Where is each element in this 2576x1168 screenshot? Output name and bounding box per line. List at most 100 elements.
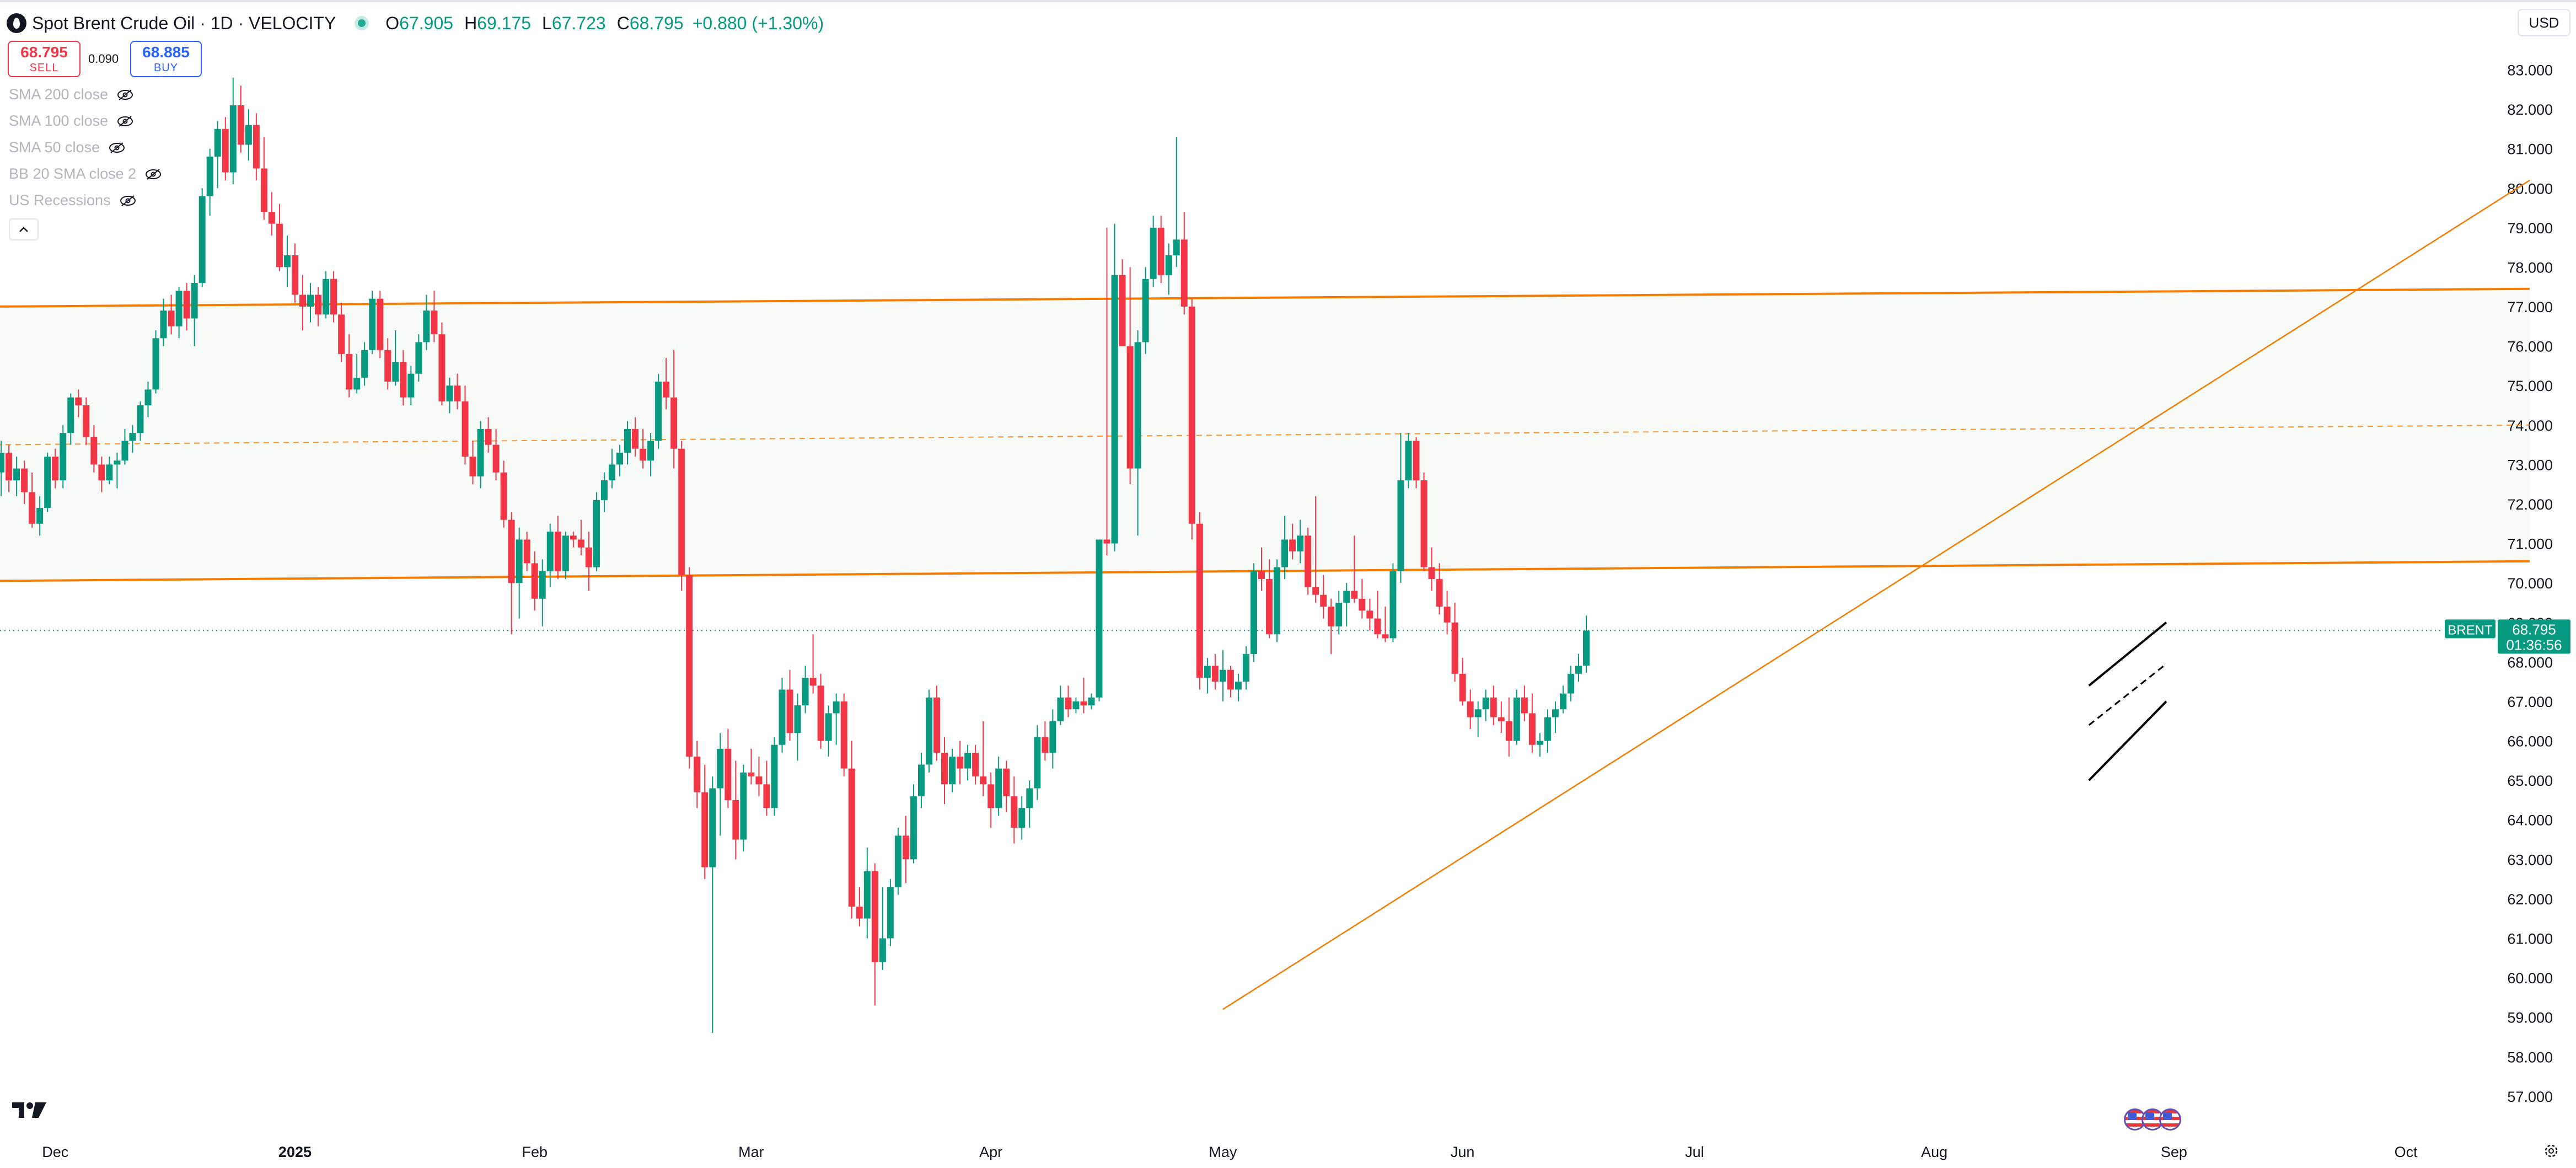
candle-body bbox=[407, 373, 415, 398]
candle-body bbox=[338, 314, 345, 354]
buy-button[interactable]: 68.885 BUY bbox=[130, 41, 202, 77]
candle-body bbox=[1474, 709, 1482, 717]
us-flag-icon[interactable] bbox=[2159, 1108, 2181, 1131]
time-tick-label: Jun bbox=[1451, 1144, 1475, 1160]
candle-body bbox=[469, 457, 476, 476]
price-tick-label: 71.000 bbox=[2507, 536, 2553, 553]
candles bbox=[0, 77, 1590, 1033]
candle-body bbox=[871, 871, 878, 962]
candle-body bbox=[446, 385, 453, 401]
time-tick-label: Aug bbox=[1921, 1144, 1947, 1160]
candle-body bbox=[964, 753, 972, 769]
candle-body bbox=[129, 433, 136, 441]
indicator-sma-100[interactable]: SMA 100 close bbox=[9, 112, 133, 130]
candle-body bbox=[13, 468, 20, 481]
candle-body bbox=[90, 437, 98, 465]
candle-body bbox=[121, 441, 128, 461]
close-value: 68.795 bbox=[629, 13, 684, 33]
hidden-eye-icon[interactable] bbox=[109, 142, 125, 154]
indicator-label: SMA 100 close bbox=[9, 112, 109, 129]
price-axis: 83.000 82.000 81.000 80.000 79.000 78.000 77.0… bbox=[2507, 62, 2553, 1105]
currency-selector[interactable]: USD bbox=[2518, 9, 2570, 36]
candle-body bbox=[1405, 441, 1412, 481]
drawings bbox=[0, 179, 2530, 1010]
candle-body bbox=[1018, 808, 1026, 828]
candle-body bbox=[75, 397, 82, 405]
candle-body bbox=[840, 701, 847, 769]
candle-body bbox=[1559, 693, 1566, 710]
candle-body bbox=[1227, 669, 1234, 690]
candle-body bbox=[1513, 697, 1520, 741]
symbol-title[interactable]: Spot Brent Crude Oil · 1D · VELOCITY bbox=[32, 13, 336, 33]
indicator-us-recessions[interactable]: US Recessions bbox=[9, 192, 136, 209]
hidden-eye-icon[interactable] bbox=[117, 115, 133, 127]
price-tick-label: 66.000 bbox=[2507, 733, 2553, 750]
candle-body bbox=[1583, 630, 1590, 666]
symbol-tag bbox=[2445, 619, 2496, 639]
candle-body bbox=[160, 310, 167, 339]
candle-body bbox=[1281, 539, 1289, 567]
time-axis: Dec 2025 Feb Mar Apr May Jun Jul Aug Sep Oct bbox=[42, 1144, 2418, 1160]
candle-body bbox=[106, 464, 113, 481]
candle-body bbox=[863, 871, 871, 919]
candle-body bbox=[454, 385, 461, 401]
candle-body bbox=[1072, 701, 1080, 710]
indicator-sma-200[interactable]: SMA 200 close bbox=[9, 86, 133, 103]
range-zone bbox=[0, 288, 2530, 581]
sell-button[interactable]: 68.795 SELL bbox=[8, 41, 80, 77]
candle-body bbox=[1490, 697, 1497, 717]
candle-body bbox=[400, 362, 407, 398]
price-tick-label: 79.000 bbox=[2507, 220, 2553, 237]
candle-body bbox=[546, 532, 554, 571]
price-tick-label: 65.000 bbox=[2507, 773, 2553, 789]
candle-body bbox=[1049, 721, 1056, 753]
candle-body bbox=[825, 713, 832, 741]
candle-body bbox=[577, 539, 584, 548]
candle-body bbox=[369, 298, 376, 350]
candle-body bbox=[1505, 721, 1512, 741]
candle-body bbox=[1157, 227, 1164, 275]
trendline bbox=[1222, 179, 2530, 1010]
candle-body bbox=[941, 753, 948, 785]
market-status-icon bbox=[358, 19, 366, 27]
chevron-up-icon bbox=[19, 227, 28, 232]
candle-body bbox=[1552, 709, 1559, 717]
candle-body bbox=[377, 298, 384, 350]
settings-gear-icon[interactable] bbox=[2543, 1143, 2559, 1159]
price-tag bbox=[2498, 619, 2570, 654]
candle-body bbox=[655, 382, 662, 441]
candle-body bbox=[1250, 571, 1257, 655]
candle-body bbox=[346, 353, 353, 390]
candle-body bbox=[214, 128, 221, 157]
tradingview-logo-icon[interactable] bbox=[11, 1099, 47, 1126]
hidden-eye-icon[interactable] bbox=[145, 168, 162, 180]
price-tick-label: 59.000 bbox=[2507, 1010, 2553, 1026]
candle-body bbox=[1382, 634, 1389, 639]
price-tick-label: 78.000 bbox=[2507, 259, 2553, 276]
price-tick-label: 82.000 bbox=[2507, 101, 2553, 118]
collapse-legend-button[interactable] bbox=[9, 218, 39, 240]
candle-body bbox=[957, 757, 964, 769]
candle-body bbox=[678, 448, 685, 575]
economic-events[interactable] bbox=[2124, 1108, 2181, 1133]
candle-body bbox=[910, 796, 917, 860]
price-tick-label: 62.000 bbox=[2507, 891, 2553, 908]
indicator-sma-50[interactable]: SMA 50 close bbox=[9, 139, 125, 156]
price-tick-label: 74.000 bbox=[2507, 417, 2553, 434]
hidden-eye-icon[interactable] bbox=[120, 195, 136, 207]
candle-body bbox=[717, 748, 724, 789]
candle-body bbox=[276, 223, 283, 267]
indicator-bb-20[interactable]: BB 20 SMA close 2 bbox=[9, 165, 162, 183]
price-tick-label: 64.000 bbox=[2507, 812, 2553, 829]
candle-body bbox=[1343, 591, 1350, 603]
hidden-eye-icon[interactable] bbox=[117, 89, 133, 101]
candle-body bbox=[809, 677, 817, 686]
candle-body bbox=[1211, 666, 1219, 682]
close-label: C bbox=[616, 13, 630, 33]
candle-body bbox=[485, 428, 492, 445]
candle-body bbox=[709, 788, 716, 867]
candle-body bbox=[1003, 768, 1010, 796]
candle-body bbox=[1420, 480, 1427, 567]
candle-body bbox=[1289, 539, 1296, 551]
